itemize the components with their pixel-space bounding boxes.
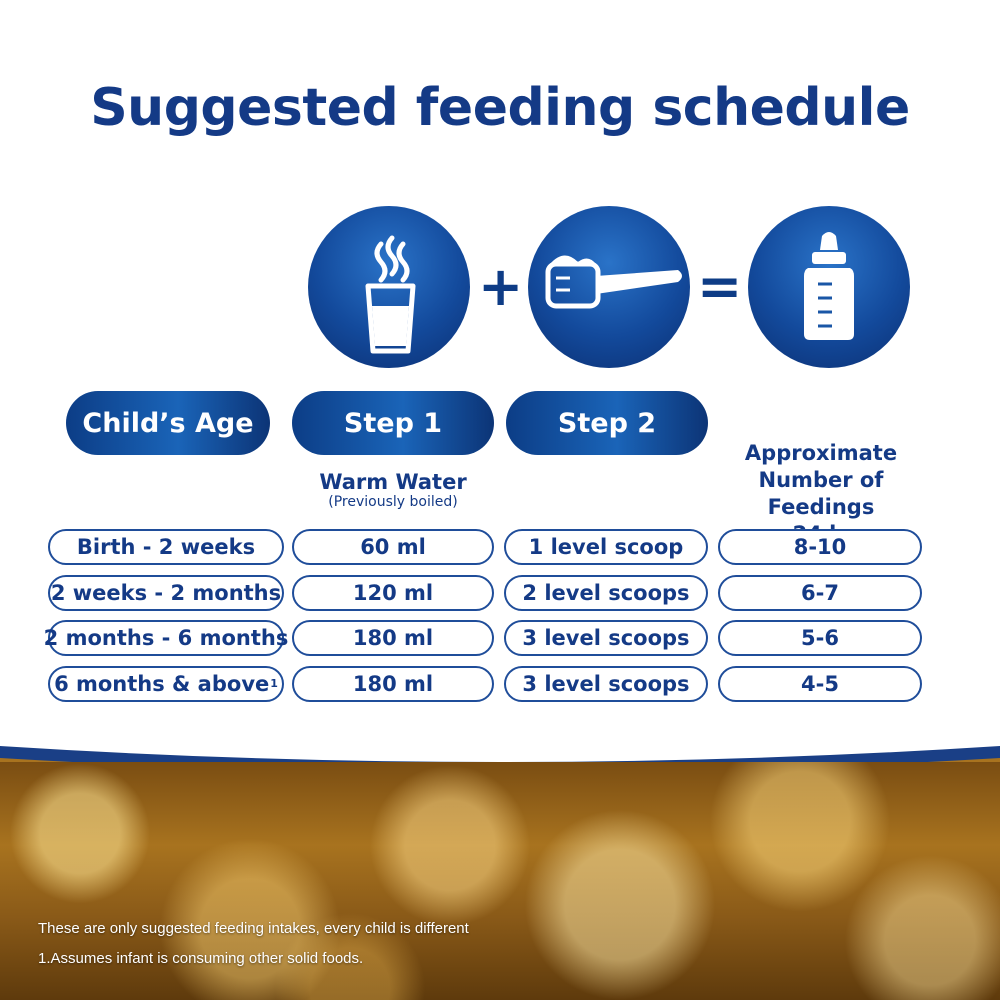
footnote-1: These are only suggested feeding intakes… [38,920,469,937]
water-cell-text: 60 ml [360,535,426,559]
scoops-cell-text: 3 level scoops [522,626,690,650]
footnote-2: 1.Assumes infant is consuming other soli… [38,950,364,967]
scoops-cell: 1 level scoop [504,529,708,565]
age-cell: 6 months & above 1 [48,665,284,702]
age-cell-text: 2 months - 6 months [43,626,289,650]
water-cell: 180 ml [292,665,494,702]
warm-water-label: Warm Water [319,470,467,494]
previously-boiled-label: (Previously boiled) [328,494,458,510]
age-cell-text: Birth - 2 weeks [76,535,256,559]
age-cell-text: 2 weeks - 2 months [50,580,282,605]
water-cell: 60 ml [292,529,494,565]
water-cell-text: 180 ml [352,626,434,650]
scoops-cell-text: 1 level scoop [528,535,684,559]
feedings-cell: 5-6 [718,620,922,656]
step-1-header: Step 1 [292,391,494,455]
feedings-cell-text: 8-10 [793,535,847,559]
water-cell-text: 180 ml [352,671,434,696]
age-cell: 2 weeks - 2 months [48,574,284,611]
scoops-cell-text: 3 level scoops [522,671,690,696]
water-cell: 180 ml [292,620,494,656]
water-cell: 120 ml [292,574,494,611]
gold-bokeh-background [0,762,1000,1000]
footnote-marker: 1 [270,677,278,690]
feedings-cell: 6-7 [718,574,922,611]
age-cell: 2 months - 6 months [44,620,288,656]
scoops-cell: 3 level scoops [504,620,708,656]
feedings-cell-text: 5-6 [801,626,839,650]
scoops-cell: 2 level scoops [504,574,708,611]
plus-sign: + [478,255,524,318]
scoop-icon [528,206,690,368]
age-cell-text: 6 months & above [54,671,270,696]
age-cell: Birth - 2 weeks [48,529,284,565]
water-cell-text: 120 ml [352,580,434,605]
warm-water-glass-icon [308,206,470,368]
step-2-header: Step 2 [506,391,708,455]
warm-water-subheader: Warm Water (Previously boiled) [292,470,494,510]
baby-bottle-icon [748,206,910,368]
feedings-line-1: Approximate [744,441,898,465]
scoops-cell-text: 2 level scoops [522,580,690,605]
scoops-cell: 3 level scoops [504,665,708,702]
feedings-cell-text: 6-7 [801,580,839,605]
feedings-cell: 8-10 [718,529,922,565]
equals-sign: = [697,255,743,318]
childs-age-header: Child’s Age [66,391,270,455]
page-title: Suggested feeding schedule [90,78,910,138]
feedings-line-2: Number of Feedings [758,468,884,519]
feedings-cell-text: 4-5 [801,671,839,696]
feedings-cell: 4-5 [718,665,922,702]
